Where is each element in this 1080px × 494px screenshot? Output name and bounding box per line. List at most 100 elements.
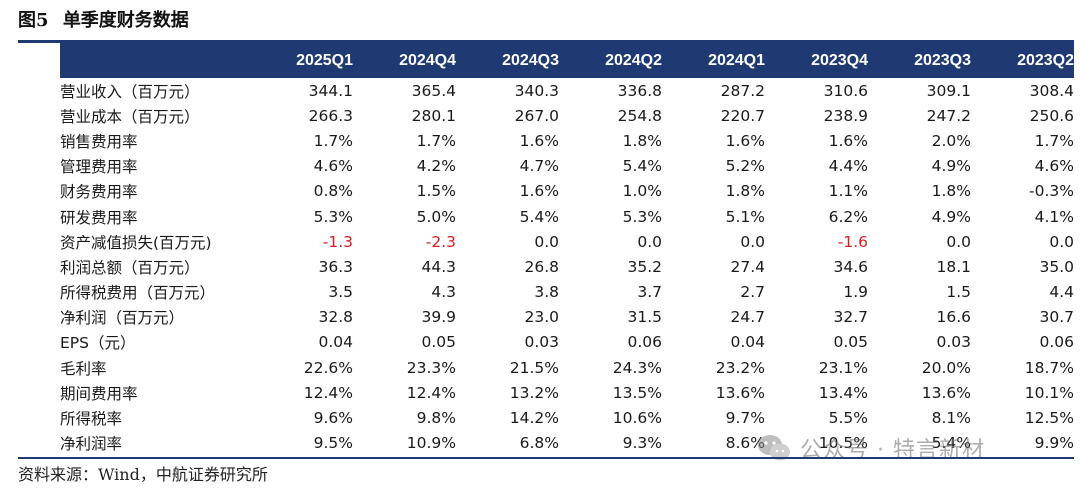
table-cell: 1.5% xyxy=(416,182,456,201)
table-cell: 9.8% xyxy=(416,409,456,428)
table-cell: 250.6 xyxy=(1029,106,1074,125)
table-cell: 5.0% xyxy=(416,207,456,226)
table-cell: 44.3 xyxy=(421,257,456,276)
table-cell: 5.3% xyxy=(313,207,353,226)
table-cell: 1.6% xyxy=(519,182,559,201)
row-label: 营业收入（百万元） xyxy=(60,82,200,101)
table-cell: -1.6 xyxy=(837,232,868,251)
table-cell: 1.0% xyxy=(622,182,662,201)
table-cell: 3.5 xyxy=(328,283,353,302)
table-cell: 0.04 xyxy=(318,333,353,352)
table-cell: 267.0 xyxy=(514,106,559,125)
table-cell: 365.4 xyxy=(411,81,456,100)
table-cell: 10.6% xyxy=(612,409,662,428)
table-cell: 10.9% xyxy=(406,434,456,453)
table-row: 净利润（百万元） 32.8 39.9 23.0 31.5 24.7 32.7 16.6 30.7 xyxy=(60,305,1074,330)
table-cell: 0.03 xyxy=(524,333,559,352)
column-header: 2023Q4 xyxy=(811,52,868,69)
table-cell: 1.8% xyxy=(622,131,662,150)
column-header: 2023Q2 xyxy=(1017,52,1074,69)
table-cell: 5.3% xyxy=(622,207,662,226)
table-cell: 13.6% xyxy=(921,383,971,402)
table-cell: 1.7% xyxy=(416,131,456,150)
table-cell: 30.7 xyxy=(1039,308,1074,327)
table-cell: 0.03 xyxy=(936,333,971,352)
table-cell: 23.3% xyxy=(406,358,456,377)
table-cell: 5.4% xyxy=(931,434,971,453)
row-label: 资产减值损失(百万元) xyxy=(60,233,212,252)
row-label: 期间费用率 xyxy=(60,384,138,403)
column-header: 2024Q1 xyxy=(708,52,765,69)
table-cell: 36.3 xyxy=(318,257,353,276)
table-cell: 35.0 xyxy=(1039,257,1074,276)
table-cell: 1.7% xyxy=(1034,131,1074,150)
row-label: 销售费用率 xyxy=(60,132,138,151)
table-row: 研发费用率 5.3% 5.0% 5.4% 5.3% 5.1% 6.2% 4.9% 4.1% xyxy=(60,204,1074,229)
figure-title: 图5 单季度财务数据 xyxy=(18,6,189,36)
table-row: 所得税率 9.6% 9.8% 14.2% 10.6% 9.7% 5.5% 8.1% 12.5% xyxy=(60,405,1074,430)
bottom-rule xyxy=(18,457,1074,459)
table-cell: 4.9% xyxy=(931,207,971,226)
table-cell: 1.7% xyxy=(313,131,353,150)
row-label: EPS（元） xyxy=(60,334,136,353)
row-label: 净利润率 xyxy=(60,435,123,454)
table-cell: 5.4% xyxy=(519,207,559,226)
table-cell: 8.1% xyxy=(931,409,971,428)
table-cell: 4.6% xyxy=(313,157,353,176)
table-cell: 0.0 xyxy=(1049,232,1074,251)
column-header: 2024Q3 xyxy=(502,52,559,69)
table-cell: 0.8% xyxy=(313,182,353,201)
table-cell: -0.3% xyxy=(1029,182,1074,201)
table-cell: 0.05 xyxy=(421,333,456,352)
table-cell: 0.0 xyxy=(946,232,971,251)
table-row: 利润总额（百万元） 36.3 44.3 26.8 35.2 27.4 34.6 18.1 35.… xyxy=(60,254,1074,279)
table-cell: 10.5% xyxy=(818,434,868,453)
table-cell: 4.2% xyxy=(416,157,456,176)
table-cell: 39.9 xyxy=(421,308,456,327)
table-cell: 18.7% xyxy=(1024,358,1074,377)
table-row: 财务费用率 0.8% 1.5% 1.6% 1.0% 1.8% 1.1% 1.8% -0.3% xyxy=(60,179,1074,204)
table-cell: 8.6% xyxy=(725,434,765,453)
table-cell: 3.8 xyxy=(534,283,559,302)
table-cell: 20.0% xyxy=(921,358,971,377)
table-cell: 9.7% xyxy=(725,409,765,428)
table-cell: 336.8 xyxy=(617,81,662,100)
row-label: 营业成本（百万元） xyxy=(60,107,200,126)
table-cell: 6.8% xyxy=(519,434,559,453)
table-cell: 4.4 xyxy=(1049,283,1074,302)
table-cell: 0.0 xyxy=(534,232,559,251)
table-cell: 1.6% xyxy=(725,131,765,150)
table-cell: 4.1% xyxy=(1034,207,1074,226)
top-rule xyxy=(18,40,1074,43)
table-cell: 5.1% xyxy=(725,207,765,226)
table-row: 营业收入（百万元） 344.1 365.4 340.3 336.8 287.2 310.6 3… xyxy=(60,78,1074,103)
financial-table: 营业收入（百万元） 344.1 365.4 340.3 336.8 287.2 310.6 3… xyxy=(60,78,1074,456)
column-header: 2024Q4 xyxy=(399,52,456,69)
table-cell: 4.4% xyxy=(828,157,868,176)
table-cell: 35.2 xyxy=(627,257,662,276)
table-cell: 32.7 xyxy=(833,308,868,327)
table-row: 所得税费用（百万元） 3.5 4.3 3.8 3.7 2.7 1.9 1.5 4.4 xyxy=(60,280,1074,305)
table-cell: 1.8% xyxy=(931,182,971,201)
table-cell: 2.7 xyxy=(740,283,765,302)
table-cell: 31.5 xyxy=(627,308,662,327)
table-cell: 4.9% xyxy=(931,157,971,176)
table-cell: -1.3 xyxy=(322,232,353,251)
table-cell: 5.5% xyxy=(828,409,868,428)
figure-title-text: 单季度财务数据 xyxy=(62,10,189,31)
row-label: 财务费用率 xyxy=(60,183,138,202)
table-cell: 24.7 xyxy=(730,308,765,327)
table-row: 销售费用率 1.7% 1.7% 1.6% 1.8% 1.6% 1.6% 2.0% 1.7% xyxy=(60,128,1074,153)
table-header: 2025Q1 2024Q4 2024Q3 2024Q2 2024Q1 2023Q4 2023… xyxy=(60,43,1074,78)
table-cell: 23.1% xyxy=(818,358,868,377)
table-cell: 21.5% xyxy=(509,358,559,377)
table-cell: 13.6% xyxy=(715,383,765,402)
table-cell: 308.4 xyxy=(1029,81,1074,100)
row-label: 研发费用率 xyxy=(60,208,138,227)
table-cell: 9.9% xyxy=(1034,434,1074,453)
table-cell: 1.6% xyxy=(519,131,559,150)
table-cell: 16.6 xyxy=(936,308,971,327)
table-cell: 22.6% xyxy=(303,358,353,377)
table-cell: 9.6% xyxy=(313,409,353,428)
source-note: 资料来源：Wind，中航证券研究所 xyxy=(18,465,268,484)
